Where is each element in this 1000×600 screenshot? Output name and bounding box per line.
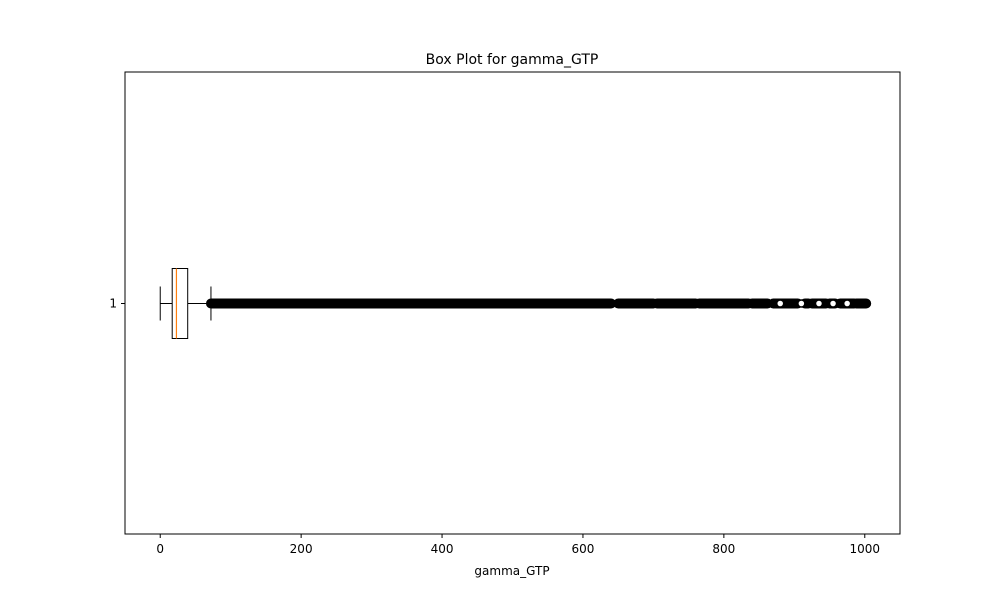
chart-title: Box Plot for gamma_GTP <box>426 52 599 68</box>
box-plot-series <box>159 268 872 339</box>
y-axis: 1 <box>109 297 125 311</box>
x-tick-label: 400 <box>431 542 454 556</box>
x-tick-label: 600 <box>572 542 595 556</box>
iqr-box <box>171 268 189 339</box>
x-axis: 0 200 400 600 800 1000 <box>156 534 880 556</box>
x-axis-title: gamma_GTP <box>474 564 549 578</box>
outlier-point <box>775 299 785 308</box>
x-tick-label: 200 <box>290 542 313 556</box>
x-tick-label: 1000 <box>849 542 880 556</box>
x-tick-label: 0 <box>156 542 164 556</box>
x-tick-label: 800 <box>712 542 735 556</box>
outlier-point <box>797 299 806 308</box>
outlier-point <box>828 299 838 308</box>
outlier-point <box>814 299 824 308</box>
y-tick-label: 1 <box>109 297 117 311</box>
outlier-point <box>842 299 852 308</box>
